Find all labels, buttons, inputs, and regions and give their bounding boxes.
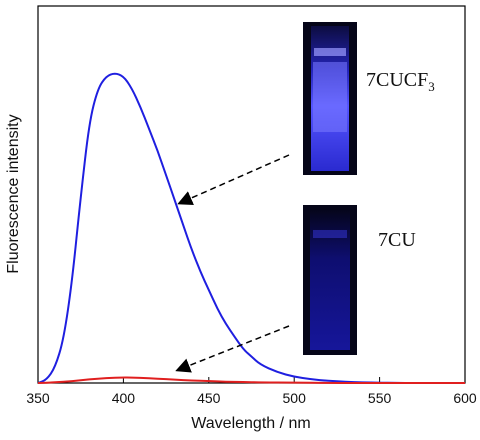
x-tick-label-400: 400 [112, 390, 136, 406]
sample-label-7CU: 7CU [378, 229, 416, 251]
plot-frame [37, 5, 466, 384]
cuvette-photo-7CU [303, 205, 357, 355]
y-axis-label: Fluorescence intensity [5, 114, 22, 273]
x-tick-label-350: 350 [26, 390, 50, 406]
series-line-7CUCF3 [37, 72, 465, 384]
x-tick-label-600: 600 [453, 390, 477, 406]
x-tick-label-550: 550 [368, 390, 392, 406]
sample-label-7CUCF3: 7CUCF3 [366, 69, 435, 94]
arrow-7CU [175, 325, 290, 373]
arrow-7CUCF3 [177, 154, 290, 206]
x-tick-labels: 350 400 450 500 550 600 [26, 390, 477, 406]
x-tick-label-450: 450 [197, 390, 221, 406]
x-axis-label: Wavelength / nm [191, 415, 310, 432]
x-tick-label-500: 500 [283, 390, 307, 406]
cuvette-photo-7CUCF3 [303, 22, 357, 175]
series-line-7CU [37, 376, 465, 385]
